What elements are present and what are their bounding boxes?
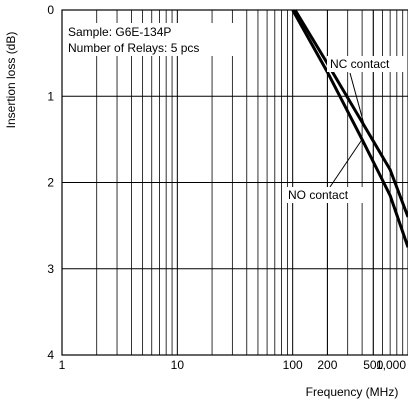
y-tick-label: 4 bbox=[47, 348, 54, 362]
y-tick-label: 3 bbox=[47, 262, 54, 276]
y-axis-title: Insertion loss (dB) bbox=[4, 32, 18, 129]
x-tick-label: 1 bbox=[59, 358, 66, 372]
x-tick-label: 10 bbox=[171, 358, 185, 372]
x-tick-label: 500 bbox=[363, 358, 383, 372]
y-tick-label: 0 bbox=[47, 3, 54, 17]
nc-contact-leader-line bbox=[349, 72, 366, 127]
x-tick-label: 100 bbox=[283, 358, 303, 372]
relays-annotation: Number of Relays: 5 pcs bbox=[68, 41, 199, 55]
nc-contact-label-box bbox=[327, 56, 405, 72]
series-line-nc-contact bbox=[293, 9, 408, 218]
x-tick-label: 1,000 bbox=[376, 358, 406, 372]
y-tick-label: 1 bbox=[47, 89, 54, 103]
y-tick-label: 2 bbox=[47, 176, 54, 190]
sample-annotation: Sample: G6E-134P bbox=[68, 25, 171, 39]
sample-info-box bbox=[65, 23, 233, 56]
x-tick-label: 200 bbox=[317, 358, 337, 372]
series-line-no-contact bbox=[291, 9, 408, 248]
series-labels: NC contact NO contact bbox=[285, 56, 405, 203]
plot-frame bbox=[61, 9, 408, 356]
series-lines bbox=[291, 9, 408, 248]
no-contact-label-box bbox=[285, 187, 367, 203]
no-contact-label: NO contact bbox=[288, 188, 349, 202]
nc-contact-label: NC contact bbox=[330, 57, 390, 71]
x-axis-title: Frequency (MHz) bbox=[306, 385, 399, 399]
no-contact-leader-line bbox=[329, 139, 363, 188]
